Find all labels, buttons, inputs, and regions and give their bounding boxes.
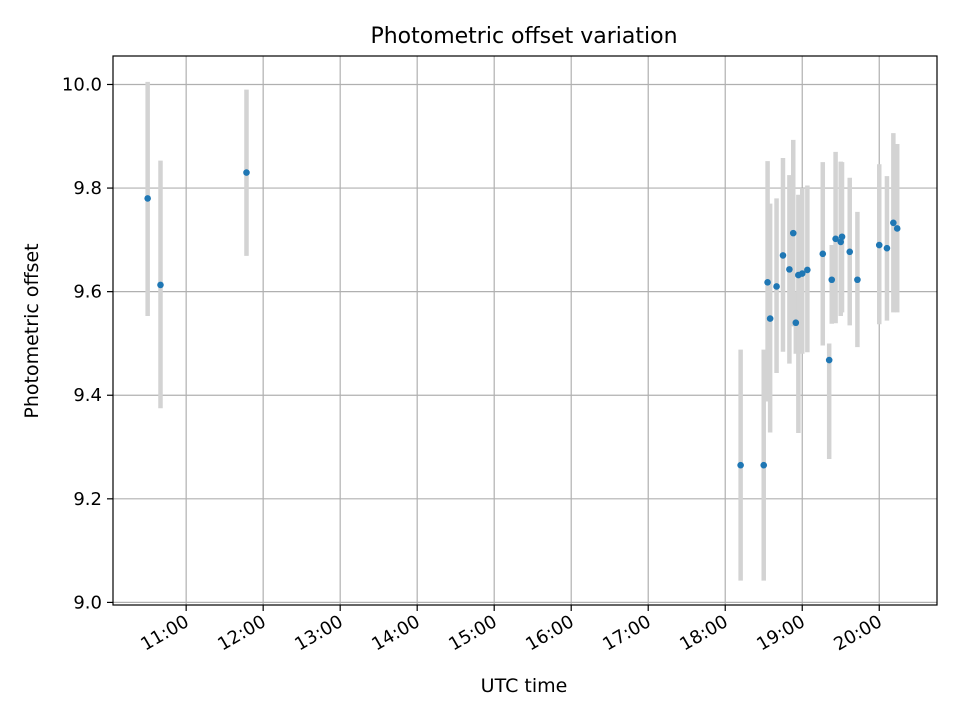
y-tick-label: 10.0 (62, 74, 102, 95)
data-point (804, 266, 811, 274)
y-axis-label: Photometric offset (21, 243, 43, 418)
chart-title: Photometric offset variation (370, 24, 677, 49)
data-point (773, 283, 780, 290)
data-point (243, 169, 250, 176)
data-point (837, 238, 845, 246)
data-point (760, 461, 768, 469)
gridlines (113, 56, 937, 605)
data-points (144, 169, 901, 469)
data-point (157, 281, 164, 289)
data-point (890, 219, 897, 227)
data-point (828, 276, 836, 284)
y-tick-label: 9.8 (73, 178, 102, 199)
data-point (838, 233, 846, 241)
data-point (766, 315, 774, 322)
y-tick-label: 9.4 (73, 385, 102, 406)
data-point (832, 235, 839, 243)
data-point (779, 252, 787, 259)
data-point (854, 276, 861, 284)
data-point (875, 241, 883, 249)
y-tick-label: 9.2 (73, 489, 102, 510)
data-point (792, 319, 800, 327)
y-tick-label: 9.6 (73, 282, 102, 303)
plot-frame (112, 55, 938, 606)
data-point (737, 461, 744, 469)
y-axis-ticks: 9.0 9.2 9.4 9.6 9.8 10.0 (62, 74, 113, 613)
data-point (846, 248, 854, 256)
plot-area (113, 56, 937, 605)
data-point (893, 225, 901, 232)
x-axis-label: UTC time (481, 675, 568, 697)
data-point (144, 195, 151, 202)
data-point (764, 279, 771, 286)
data-point (819, 250, 827, 258)
data-point (798, 270, 806, 277)
data-point (786, 266, 793, 273)
y-tick-label: 9.0 (73, 592, 102, 613)
data-point (789, 229, 797, 237)
data-point (825, 356, 833, 364)
data-point (883, 244, 891, 252)
